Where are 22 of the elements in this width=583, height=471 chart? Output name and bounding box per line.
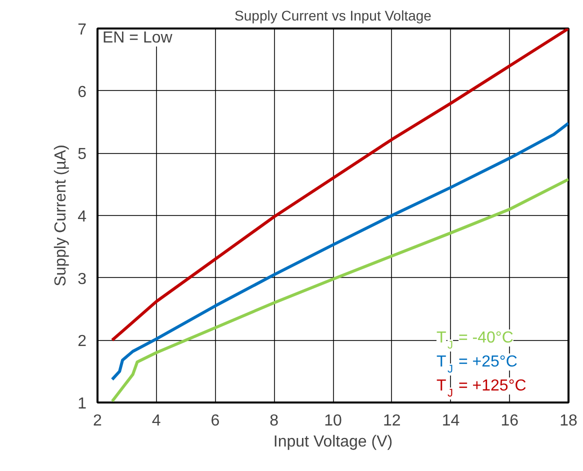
y-tick-label: 1 (78, 396, 87, 412)
x-tick-label: 4 (152, 412, 161, 430)
x-tick-label: 14 (442, 412, 460, 430)
x-tick-label: 12 (382, 412, 401, 430)
y-tick-label: 7 (78, 22, 87, 38)
y-tick-label: 2 (78, 333, 87, 350)
annotation: EN = Low (102, 30, 173, 46)
x-tick-label: 6 (210, 412, 220, 430)
y-tick-label: 6 (78, 84, 87, 101)
line-series (110, 178, 568, 402)
line-series (110, 122, 568, 381)
x-axis-title: Input Voltage (V) (273, 434, 393, 450)
y-tick-label: 3 (78, 270, 87, 288)
x-tick-label: 2 (93, 412, 102, 430)
x-tick-label: 16 (500, 412, 519, 430)
x-tick-label: 8 (270, 412, 279, 430)
chart-title: Supply Current vs Input Voltage (234, 8, 432, 24)
x-tick-label: 18 (560, 412, 578, 430)
y-tick-label: 5 (78, 146, 87, 164)
y-tick-label: 4 (78, 208, 87, 226)
x-tick-label: 10 (324, 412, 342, 430)
y-axis-title: Supply Current (µA) (52, 144, 70, 286)
